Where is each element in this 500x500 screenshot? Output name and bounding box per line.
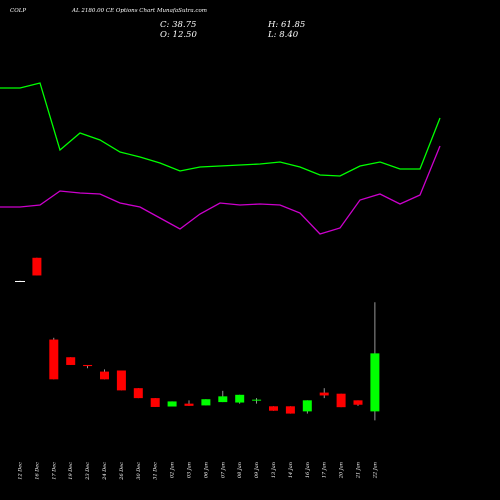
chart-subtitle: AL 2180.00 CE Options Chart MunafaSutra.… — [72, 8, 207, 14]
candle-20-jan — [336, 393, 346, 408]
candle-12-dec — [15, 280, 25, 282]
candle-body — [83, 364, 93, 367]
ticker-symbol: COLP — [10, 8, 27, 14]
candle-body — [15, 280, 25, 282]
candle-body — [336, 393, 346, 408]
candle-09-jan — [252, 398, 262, 404]
x-tick-label: 24 Dec — [102, 462, 108, 481]
x-tick-label: 16 Dec — [34, 462, 40, 480]
candle-03-jan — [184, 400, 194, 406]
candle-30-dec — [133, 388, 143, 399]
candle-body — [302, 400, 312, 412]
x-tick-label: 09 Jan — [254, 462, 260, 478]
candle-body — [285, 406, 295, 414]
x-tick-label: 06 Jan — [203, 462, 209, 478]
candle-08-jan — [235, 394, 245, 404]
candle-body — [370, 353, 380, 412]
candle-14-jan — [285, 406, 295, 414]
candle-body — [235, 394, 245, 403]
x-tick-label: 12 Dec — [18, 462, 24, 480]
candle-body — [32, 257, 42, 276]
candle-body — [252, 399, 262, 401]
candle-22-jan — [370, 302, 380, 421]
candle-body — [133, 388, 143, 399]
x-tick-label: 26 Dec — [119, 462, 125, 481]
candle-body — [116, 370, 126, 391]
candle-21-jan — [353, 400, 363, 406]
indicator-line-magenta — [0, 145, 441, 235]
candle-body — [66, 357, 76, 365]
candle-31-dec — [150, 398, 160, 407]
close-value: C: 38.75 — [160, 20, 197, 30]
x-axis-labels: 12 Dec 16 Dec 17 Dec 19 Dec 23 Dec 24 Dec 26 D… — [18, 462, 379, 481]
x-tick-label: 31 Dec — [153, 462, 159, 480]
x-tick-label: 17 Dec — [51, 462, 57, 480]
candle-24-dec — [100, 369, 109, 380]
candle-13-jan — [269, 406, 278, 411]
candle-body — [150, 398, 160, 407]
candle-02-jan — [167, 401, 177, 407]
x-tick-label: 23 Dec — [85, 462, 91, 481]
candle-body — [269, 406, 278, 411]
candle-16-dec — [32, 257, 42, 276]
x-tick-label: 13 Jan — [271, 462, 277, 478]
x-tick-label: 20 Jan — [339, 462, 345, 479]
candle-body — [319, 392, 329, 396]
candle-06-jan — [201, 399, 211, 406]
candle-23-dec — [83, 364, 93, 369]
candle-body — [218, 396, 228, 403]
candle-layer — [15, 257, 380, 421]
candle-body — [49, 339, 59, 380]
candle-19-dec — [66, 357, 76, 365]
candle-body — [184, 403, 194, 406]
candle-17-dec — [49, 337, 59, 380]
candle-17-jan — [319, 388, 329, 399]
candle-07-jan — [218, 390, 228, 403]
x-tick-label: 14 Jan — [288, 462, 294, 478]
candle-26-dec — [116, 370, 126, 391]
open-value: O: 12.50 — [160, 30, 197, 40]
low-value: L: 8.40 — [268, 30, 299, 40]
high-value: H: 61.85 — [268, 20, 306, 30]
x-tick-label: 08 Jan — [237, 462, 243, 478]
x-tick-label: 16 Jan — [305, 462, 311, 478]
candle-16-jan — [302, 400, 312, 414]
x-tick-label: 19 Dec — [68, 462, 74, 480]
candle-body — [100, 371, 109, 380]
x-tick-label: 17 Jan — [322, 462, 328, 478]
x-tick-label: 21 Jan — [356, 462, 362, 479]
x-tick-label: 03 Jan — [187, 462, 193, 478]
x-tick-label: 22 Jan — [372, 462, 378, 479]
candle-body — [167, 401, 177, 407]
candle-body — [201, 399, 211, 406]
candle-body — [353, 400, 363, 405]
x-tick-label: 02 Jan — [170, 462, 176, 478]
indicator-layer — [0, 82, 441, 235]
x-tick-label: 07 Jan — [220, 462, 226, 478]
indicator-line-green — [0, 82, 441, 177]
x-tick-label: 30 Dec — [136, 462, 142, 480]
